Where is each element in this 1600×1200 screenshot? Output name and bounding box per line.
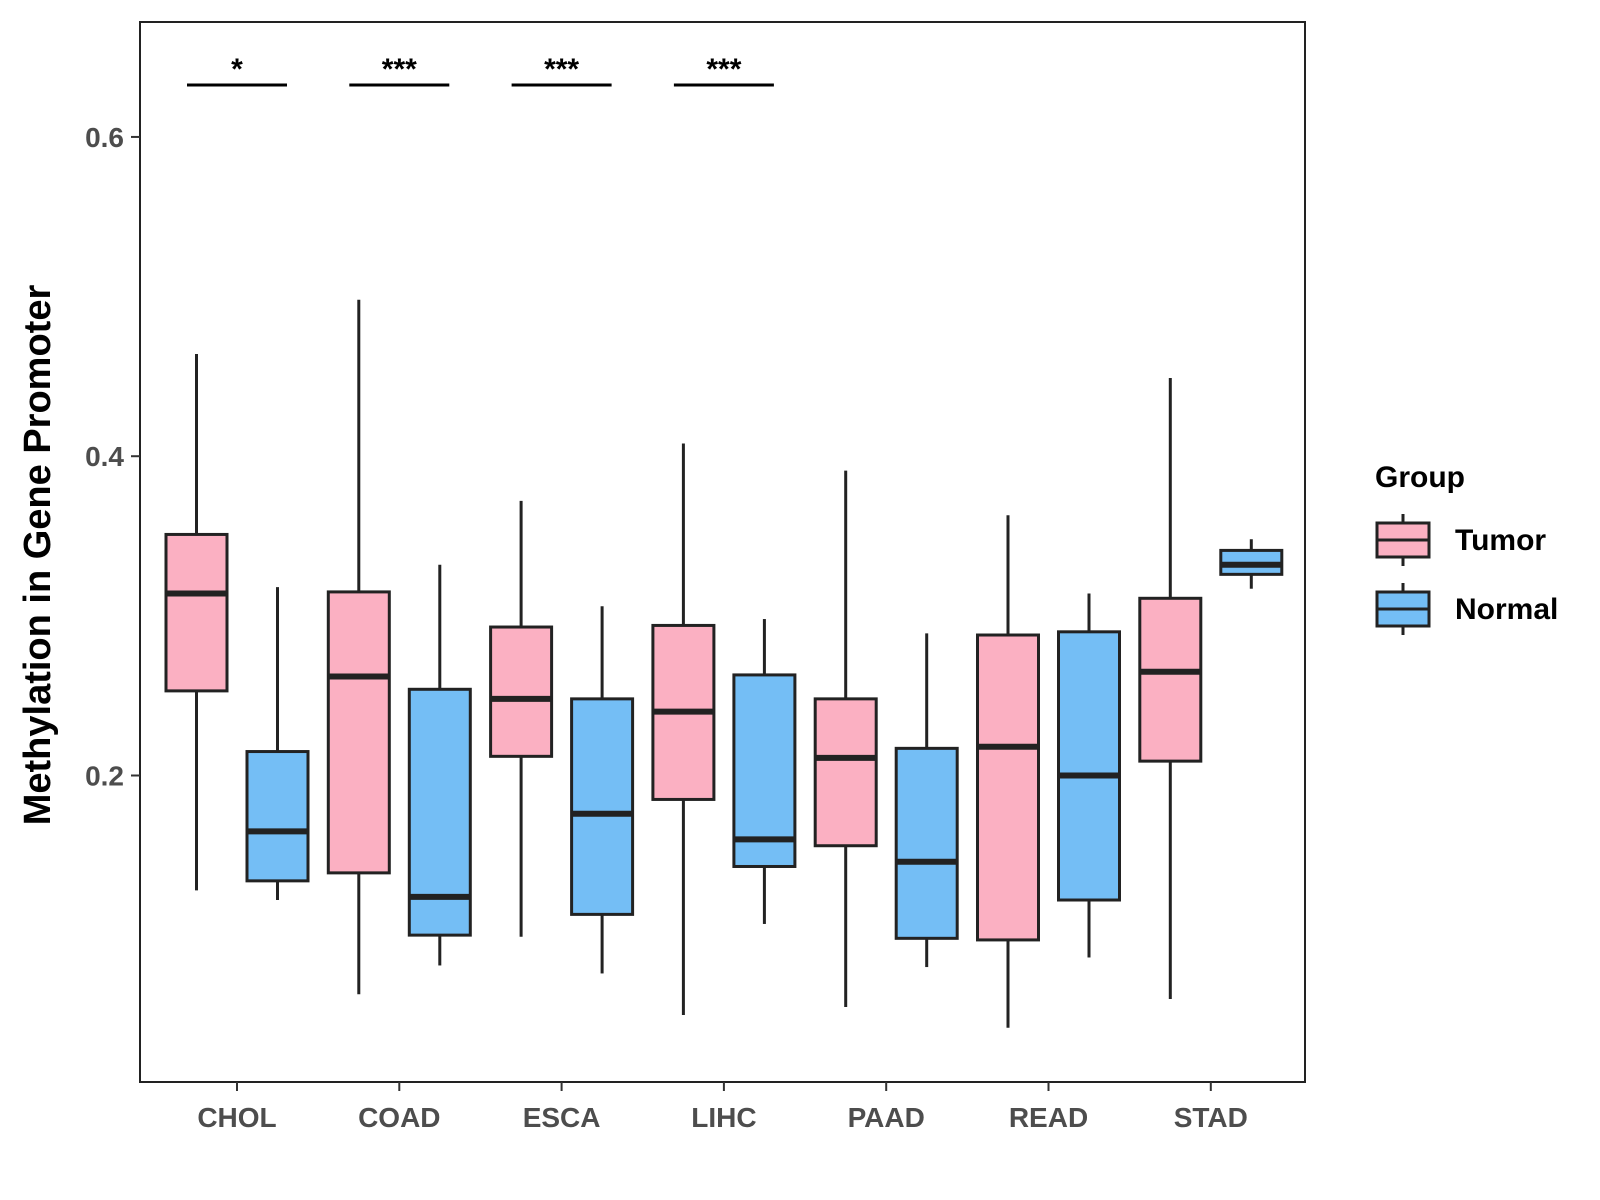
box-normal-stad	[1219, 539, 1284, 589]
significance-label: ***	[382, 53, 417, 86]
legend-label-tumor: Tumor	[1455, 524, 1546, 557]
box-body	[245, 750, 310, 883]
box-tumor-chol	[164, 354, 229, 891]
x-tick-label: COAD	[358, 1102, 440, 1133]
box-body	[813, 697, 878, 848]
x-tick-label: READ	[1009, 1102, 1088, 1133]
box-tumor-lihc	[651, 443, 716, 1015]
box-body	[570, 697, 635, 916]
box-body	[1057, 630, 1121, 902]
box-tumor-read	[976, 515, 1040, 1028]
box-normal-coad	[407, 564, 472, 966]
legend-title: Group	[1375, 461, 1465, 494]
x-tick-label: LIHC	[691, 1102, 756, 1133]
box-body	[1138, 596, 1203, 763]
significance-label: ***	[544, 53, 579, 86]
box-tumor-paad	[813, 470, 878, 1007]
x-tick-label: ESCA	[523, 1102, 601, 1133]
box-body	[732, 673, 797, 868]
y-tick-label: 0.2	[85, 760, 124, 791]
box-normal-read	[1057, 593, 1121, 958]
significance-label: ***	[706, 53, 741, 86]
box-body	[326, 590, 391, 875]
significance-label: *	[231, 53, 243, 86]
box-tumor-esca	[489, 500, 554, 937]
legend: Group Tumor Normal	[1375, 461, 1558, 635]
y-tick-label: 0.4	[85, 441, 124, 472]
plot-panel	[139, 21, 1306, 1083]
box-normal-esca	[570, 606, 635, 974]
x-tick-label: CHOL	[197, 1102, 276, 1133]
box-body	[894, 746, 959, 940]
box-body	[489, 625, 554, 758]
x-tick-label: STAD	[1174, 1102, 1248, 1133]
x-tick-label: PAAD	[848, 1102, 925, 1133]
y-axis-title: Methylation in Gene Promoter	[17, 285, 59, 826]
box-normal-lihc	[732, 619, 797, 924]
legend-label-normal: Normal	[1455, 593, 1558, 626]
box-tumor-stad	[1138, 377, 1203, 999]
box-normal-paad	[894, 633, 959, 968]
box-body	[164, 532, 229, 693]
box-tumor-coad	[326, 299, 391, 995]
y-tick-label: 0.6	[85, 122, 124, 153]
box-normal-chol	[245, 587, 310, 901]
box-body	[976, 633, 1040, 942]
